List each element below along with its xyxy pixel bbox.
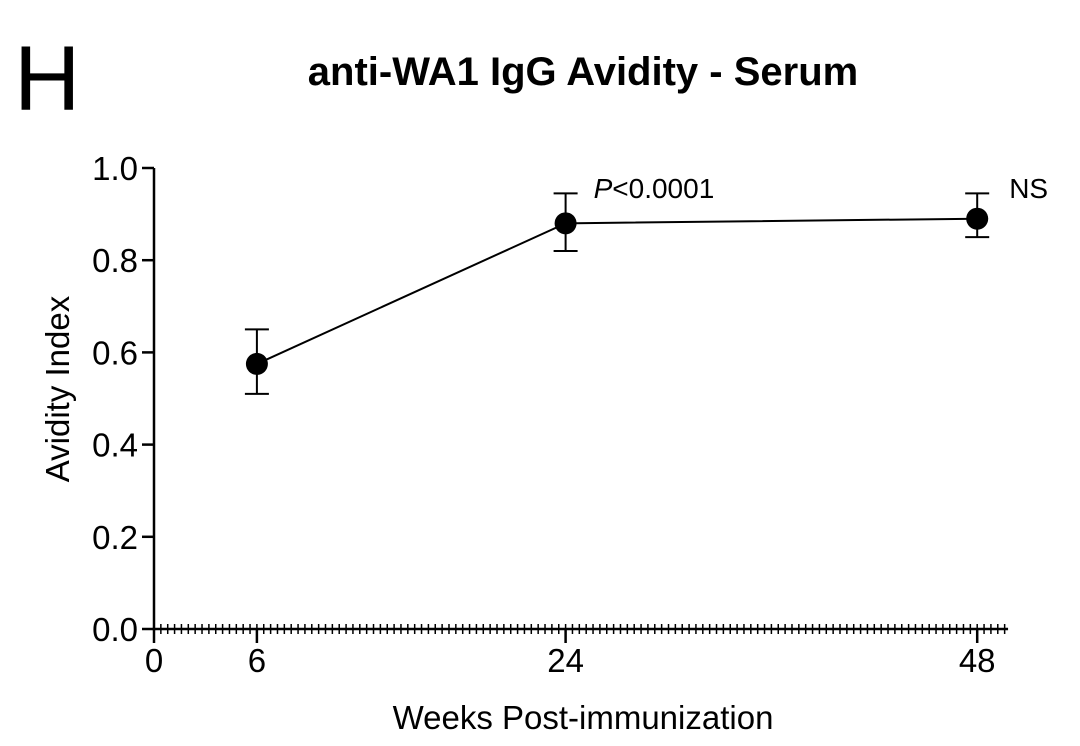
x-tick-label: 48 — [959, 642, 996, 679]
y-tick-label: 0.4 — [92, 427, 138, 464]
x-tick-label: 0 — [145, 642, 163, 679]
data-point-marker — [245, 352, 268, 375]
x-axis-label: Weeks Post-immunization — [392, 699, 774, 736]
data-point-marker — [966, 207, 989, 230]
x-tick-label: 6 — [248, 642, 266, 679]
chart-title: anti-WA1 IgG Avidity - Serum — [307, 50, 859, 94]
data-point-marker — [554, 212, 577, 235]
significance-annotation: NS — [1009, 173, 1048, 204]
series-line — [256, 217, 978, 365]
y-tick-label: 0.2 — [92, 519, 138, 556]
y-tick-label: 0.6 — [92, 334, 138, 371]
y-tick-label: 0.8 — [92, 242, 138, 279]
y-tick-label: 1.0 — [92, 150, 138, 187]
significance-annotation: P<0.0001 — [594, 173, 715, 204]
x-tick-label: 24 — [547, 642, 584, 679]
panel-letter: H — [14, 28, 81, 130]
y-tick-label: 0.0 — [92, 611, 138, 648]
